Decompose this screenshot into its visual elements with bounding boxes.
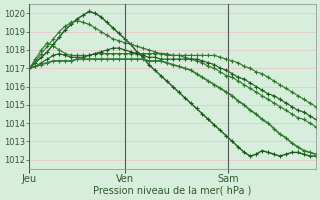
X-axis label: Pression niveau de la mer( hPa ): Pression niveau de la mer( hPa ) — [93, 186, 252, 196]
